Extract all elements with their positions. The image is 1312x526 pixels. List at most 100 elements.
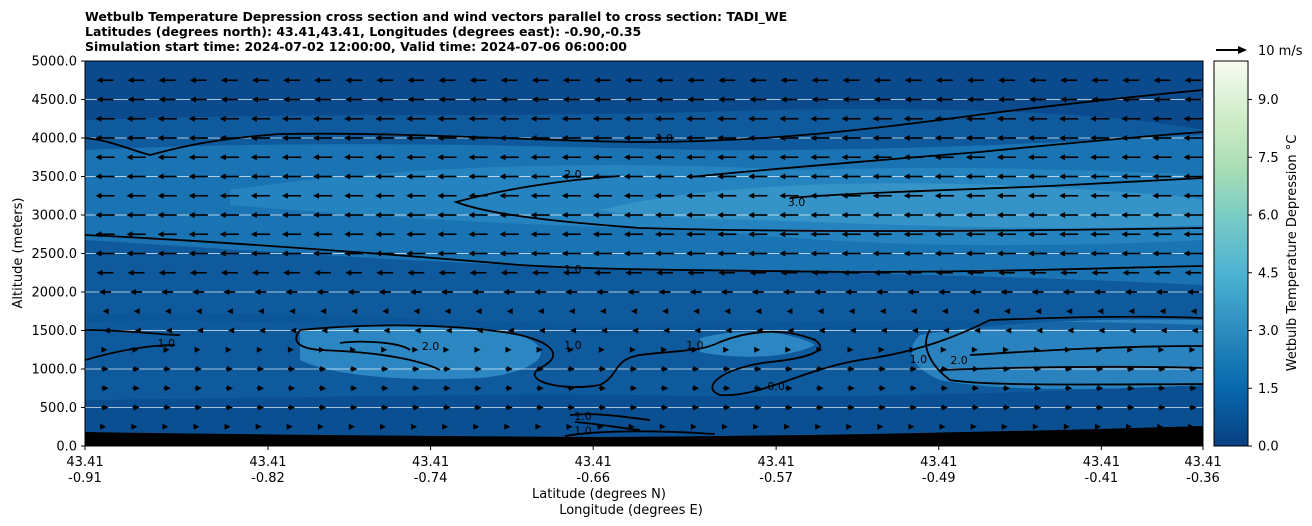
wind-vector bbox=[998, 96, 1015, 103]
wind-vector bbox=[692, 385, 700, 392]
wind-vector bbox=[841, 115, 861, 122]
wind-vector bbox=[872, 231, 892, 238]
wind-vector bbox=[656, 269, 673, 276]
wind-vector bbox=[749, 96, 767, 103]
wind-vector bbox=[95, 173, 115, 180]
wind-vector bbox=[407, 77, 425, 84]
wind-vector bbox=[1035, 308, 1042, 315]
wind-vector bbox=[220, 269, 238, 276]
wind-vector bbox=[996, 135, 1017, 141]
wind-vector bbox=[810, 154, 830, 161]
wind-vector bbox=[469, 269, 487, 276]
wind-vector bbox=[748, 231, 768, 238]
x-tick-label-lat: 43.41 bbox=[249, 455, 286, 470]
wind-vector bbox=[656, 77, 673, 84]
wind-vector bbox=[163, 404, 171, 411]
wind-vector bbox=[163, 346, 170, 353]
wind-vector bbox=[1000, 289, 1013, 295]
y-tick-label: 3500.0 bbox=[32, 170, 78, 185]
contour-label: 1.0 bbox=[564, 339, 582, 352]
wind-vector bbox=[717, 192, 737, 199]
wind-vector bbox=[910, 308, 917, 315]
wind-vector bbox=[1183, 192, 1203, 199]
wind-vector bbox=[717, 212, 737, 218]
wind-vector bbox=[259, 327, 266, 334]
wind-vector bbox=[536, 346, 543, 353]
wind-vector bbox=[406, 135, 426, 141]
wind-vector bbox=[1091, 269, 1109, 276]
wind-vector bbox=[1033, 385, 1042, 392]
wind-vector bbox=[1159, 308, 1166, 315]
wind-vector bbox=[663, 327, 670, 334]
y-axis-label: Altitude (meters) bbox=[11, 198, 26, 309]
wind-vector bbox=[779, 250, 799, 257]
wind-vector bbox=[660, 346, 667, 353]
wind-vector bbox=[601, 327, 608, 334]
wind-vector bbox=[95, 212, 115, 218]
wind-vector bbox=[1096, 385, 1104, 392]
plot-area: 1.0 2.0 3.0 1.0 1.0 2.0 1.0 1.0 1.0 2.0 0.0 1.0 1.0 bbox=[85, 61, 1203, 446]
wind-vector bbox=[381, 404, 389, 411]
x-tick-label-lat: 43.41 bbox=[920, 455, 957, 470]
wind-vector bbox=[1184, 269, 1202, 276]
wind-vector bbox=[161, 289, 174, 295]
wind-vector bbox=[220, 96, 238, 103]
colorbar-tick-label: 6.0 bbox=[1258, 209, 1279, 224]
wind-vector bbox=[660, 385, 669, 392]
wind-vector bbox=[720, 289, 733, 295]
x-tick-label-lon: -0.49 bbox=[922, 471, 956, 486]
wind-vector bbox=[660, 404, 669, 411]
wind-vector bbox=[996, 115, 1017, 122]
wind-vector bbox=[412, 366, 420, 372]
wind-vector bbox=[437, 154, 457, 161]
wind-vector bbox=[878, 385, 886, 392]
wind-vector bbox=[100, 423, 107, 430]
wind-vector bbox=[1090, 250, 1110, 257]
wind-vector bbox=[1027, 135, 1048, 141]
wind-vector bbox=[623, 115, 644, 122]
wind-vector bbox=[95, 250, 115, 257]
wind-vector bbox=[1187, 289, 1199, 295]
wind-vector bbox=[686, 154, 706, 161]
wind-vector bbox=[314, 77, 331, 84]
wind-vector bbox=[313, 173, 333, 180]
wind-vector bbox=[592, 250, 612, 257]
wind-vector bbox=[531, 77, 549, 84]
wind-vector bbox=[1189, 385, 1197, 392]
wind-vector bbox=[442, 423, 449, 430]
wind-vector bbox=[344, 231, 364, 238]
wind-vector bbox=[717, 173, 737, 180]
wind-vector bbox=[1121, 192, 1141, 199]
wind-vector bbox=[1066, 308, 1073, 315]
wind-vector bbox=[499, 192, 519, 199]
wind-vector bbox=[192, 289, 205, 295]
wind-vector bbox=[847, 385, 855, 392]
wind-vector bbox=[1183, 250, 1203, 257]
wind-vector bbox=[252, 269, 269, 276]
wind-vector bbox=[530, 173, 550, 180]
wind-vector bbox=[412, 404, 420, 411]
wind-vector bbox=[717, 115, 737, 122]
wind-vector bbox=[406, 212, 426, 218]
wind-vector bbox=[592, 154, 612, 161]
wind-vector bbox=[654, 173, 675, 180]
wind-vector bbox=[250, 173, 271, 180]
wind-vector bbox=[95, 154, 115, 161]
wind-vector bbox=[444, 308, 451, 315]
wind-vector bbox=[131, 423, 138, 430]
wind-vector bbox=[782, 289, 795, 295]
wind-vector bbox=[1091, 77, 1109, 84]
wind-vector bbox=[625, 77, 642, 84]
wind-vector bbox=[965, 231, 985, 238]
wind-vector bbox=[909, 366, 917, 372]
wind-vector bbox=[345, 96, 363, 103]
wind-vector bbox=[903, 173, 923, 180]
wind-vector bbox=[1152, 154, 1172, 161]
wind-vector bbox=[437, 231, 457, 238]
wind-vector bbox=[314, 96, 331, 103]
wind-vector bbox=[162, 423, 169, 430]
wind-vector bbox=[287, 404, 296, 411]
wind-vector bbox=[723, 346, 730, 353]
wind-vector bbox=[132, 385, 140, 392]
